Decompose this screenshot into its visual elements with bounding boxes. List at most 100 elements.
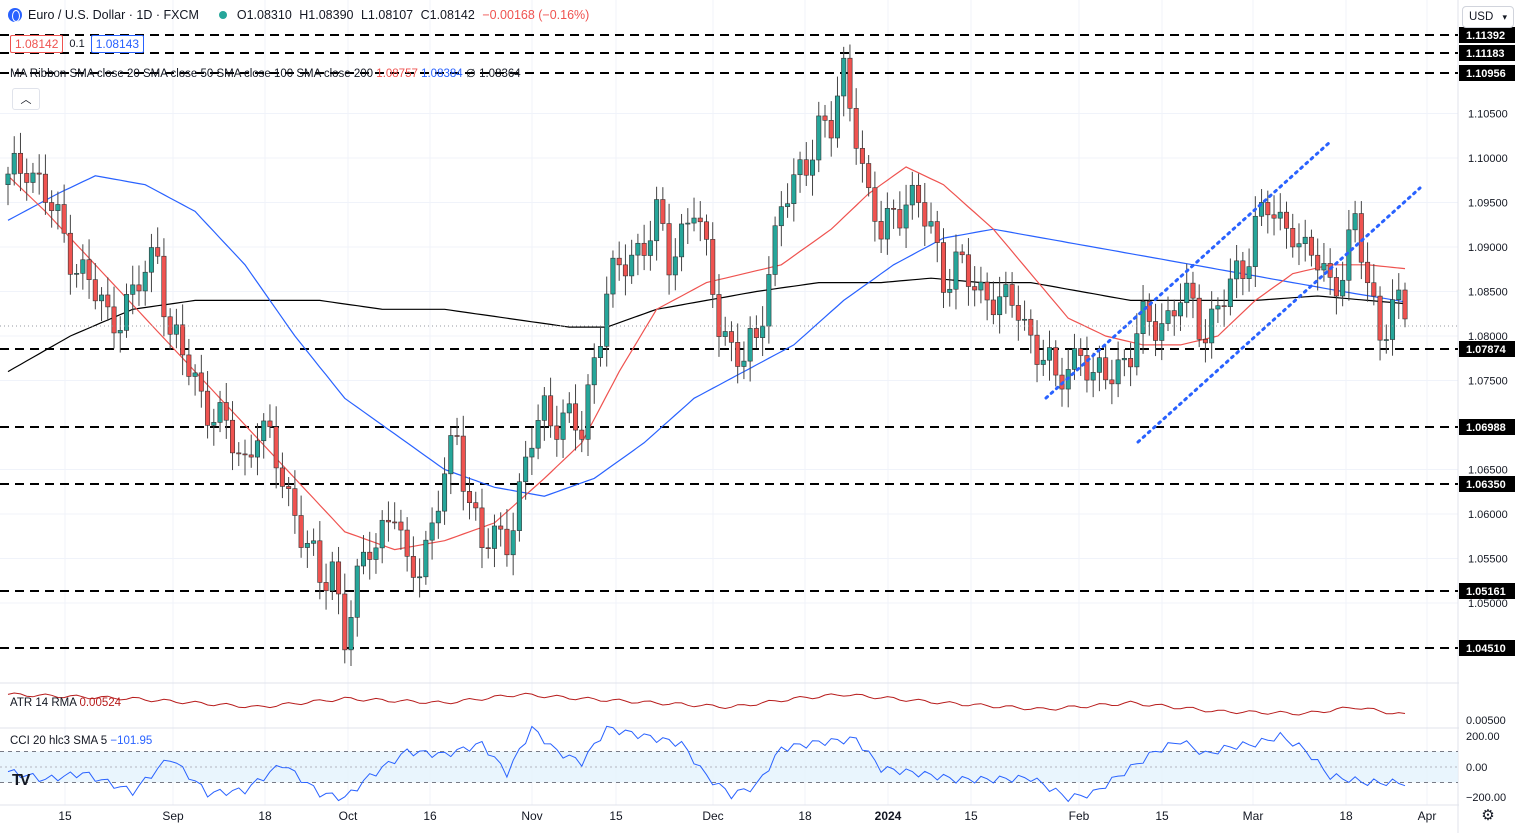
candle	[872, 171, 878, 242]
time-axis[interactable]: 15 Sep 18 Oct 16 Nov 15 Dec 18 2024 15 Feb 15 Mar 18 Ap…	[58, 809, 1436, 823]
candle	[629, 239, 635, 284]
chevron-up-icon: ︿	[20, 94, 32, 106]
candle	[541, 387, 547, 441]
candle	[485, 528, 491, 559]
sma100-value: ∅	[465, 68, 476, 80]
gear-icon[interactable]: ⚙	[1481, 807, 1495, 824]
candle	[554, 405, 560, 457]
candle	[491, 514, 497, 568]
candle	[230, 401, 236, 471]
candle	[273, 406, 279, 489]
candle	[1371, 264, 1377, 306]
candle	[1121, 349, 1127, 377]
candle	[1040, 339, 1046, 376]
candle	[1047, 330, 1053, 381]
bid-button[interactable]: 1.08142	[10, 35, 64, 53]
candle	[741, 341, 747, 380]
candle	[691, 197, 697, 232]
currency-selector[interactable]: USD ▾	[1462, 6, 1514, 28]
candle	[1290, 213, 1296, 258]
candle	[978, 266, 984, 304]
candle	[916, 173, 922, 218]
candle	[173, 308, 179, 349]
candle	[317, 521, 323, 600]
candle	[953, 234, 959, 310]
candle	[772, 216, 778, 287]
ask-button[interactable]: 1.08143	[90, 35, 145, 53]
candle	[17, 132, 23, 192]
candle	[753, 315, 759, 348]
candle	[236, 442, 242, 467]
candle	[217, 390, 223, 433]
candle	[1034, 320, 1040, 383]
sma200-value: 1.08364	[479, 68, 521, 80]
level-price-label: 1.10956	[1466, 68, 1506, 80]
time-tick-label: Oct	[339, 809, 358, 823]
candle	[398, 509, 404, 550]
candle	[1377, 286, 1383, 361]
candle	[728, 321, 734, 362]
bid-ask-panel[interactable]: 1.08142 0.1 1.08143	[10, 34, 145, 54]
candle	[1115, 341, 1121, 398]
candle	[529, 427, 535, 475]
candle	[884, 192, 890, 255]
candle	[616, 241, 622, 281]
candle	[828, 101, 834, 157]
candle	[1383, 324, 1389, 354]
candle	[1177, 283, 1183, 331]
candle	[336, 546, 342, 615]
trend-line-upper[interactable]	[1044, 140, 1332, 400]
time-tick-label: 15	[58, 809, 72, 823]
candle	[117, 316, 123, 353]
candle	[1009, 272, 1015, 318]
level-price-label: 1.06350	[1466, 479, 1506, 491]
candle	[1221, 289, 1227, 327]
candle	[1053, 340, 1059, 387]
level-price-tag	[1459, 476, 1515, 492]
candle	[654, 186, 660, 261]
candle	[1196, 284, 1202, 348]
candle	[242, 439, 248, 476]
candle	[810, 139, 816, 196]
candle	[1390, 279, 1396, 356]
price-axis[interactable]: 1.10500 1.10000 1.09500 1.09000 1.08500 1.080…	[1459, 0, 1522, 833]
ma-ribbon-legend[interactable]: MA Ribbon SMA close 20 SMA close 50 SMA …	[10, 66, 521, 80]
collapse-legend-button[interactable]: ︿	[12, 88, 40, 110]
candle	[298, 495, 304, 558]
candle	[1090, 352, 1096, 398]
candle	[785, 183, 791, 218]
candle	[591, 343, 597, 404]
candle	[1277, 193, 1283, 231]
time-tick-label: 16	[423, 809, 437, 823]
time-tick-label: Apr	[1418, 809, 1437, 823]
low-value: L1.08107	[360, 8, 414, 22]
candle	[797, 151, 803, 193]
candle	[429, 507, 435, 560]
candle	[148, 233, 154, 293]
candle	[822, 104, 828, 138]
level-price-tag	[1459, 640, 1515, 656]
symbol-header[interactable]: Euro / U.S. Dollar · 1D · FXCM O1.08310 …	[8, 8, 593, 22]
candle	[903, 184, 909, 248]
tradingview-logo[interactable]: TV	[12, 772, 31, 789]
candle	[5, 166, 11, 206]
candle	[354, 558, 360, 637]
candle	[697, 201, 703, 242]
candle	[878, 200, 884, 253]
candle	[360, 535, 366, 575]
candle	[155, 227, 161, 264]
candle	[579, 410, 585, 453]
globe-icon	[8, 8, 22, 22]
candle	[635, 233, 641, 276]
level-price-tag	[1459, 419, 1515, 435]
atr-legend[interactable]: ATR 14 RMA 0.00524	[10, 697, 121, 709]
candle	[24, 158, 30, 201]
candle	[367, 531, 373, 580]
candle	[1159, 303, 1165, 361]
time-tick-label: Dec	[702, 809, 723, 823]
cci-legend[interactable]: CCI 20 hlc3 SMA 5 −101.95	[10, 735, 152, 747]
trend-line-lower[interactable]	[1136, 186, 1422, 444]
candle	[803, 142, 809, 186]
symbol-title[interactable]: Euro / U.S. Dollar · 1D · FXCM	[28, 8, 199, 22]
